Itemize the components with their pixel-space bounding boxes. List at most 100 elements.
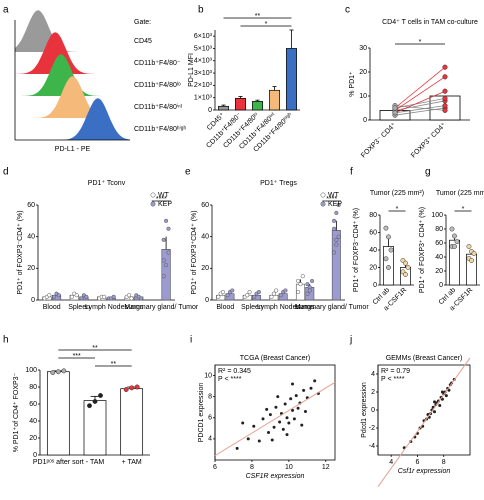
y-tick-label: 0 xyxy=(208,107,212,114)
data-point xyxy=(296,406,300,410)
x-tick-label: Lymph Nodes xyxy=(85,304,128,311)
fit-line xyxy=(377,357,471,488)
chart-title: GEMMs (Breast Cancer) xyxy=(386,355,463,362)
pair-line xyxy=(394,105,446,111)
fit-line xyxy=(214,381,336,457)
y-tick-label: 2×10³ xyxy=(194,82,213,89)
data-point xyxy=(289,397,293,401)
data-point xyxy=(283,288,288,293)
x-tick-label: Lungs xyxy=(296,304,316,311)
y-axis-label: PD1⁺ of FOXP3⁻CD4⁺ (%) xyxy=(353,208,360,292)
data-point xyxy=(386,234,391,240)
data-point xyxy=(74,293,79,298)
x-tick-label: PD1ᵖᵒˢ after sort xyxy=(33,459,84,466)
data-point xyxy=(438,404,442,407)
panel-letter: a xyxy=(3,5,9,16)
data-point xyxy=(331,226,337,231)
data-point xyxy=(92,399,98,404)
data-point xyxy=(433,400,437,404)
x-tick-label: + TAM xyxy=(122,459,142,466)
sig-label: **** xyxy=(156,196,167,203)
data-point xyxy=(307,288,312,293)
panel-letter: h xyxy=(3,335,9,346)
data-point xyxy=(386,265,391,270)
y-tick-label: 1×10³ xyxy=(194,95,213,102)
y-axis-label: PD1⁺ of FOXP3⁺ CD4⁺ (%) xyxy=(419,207,426,293)
chart-title: TCGA (Breast Cancer) xyxy=(240,355,310,362)
data-point xyxy=(246,437,250,441)
x-tick-label: 10 xyxy=(285,464,293,471)
y-tick-label: 20 xyxy=(369,264,377,271)
data-point xyxy=(433,410,437,414)
y-tick-label: 0 xyxy=(363,117,367,124)
y-tick-label: 20 xyxy=(29,435,37,442)
data-point xyxy=(127,293,132,298)
data-point xyxy=(336,202,341,208)
y-tick-label: 5×10³ xyxy=(194,45,213,52)
sig-label: * xyxy=(396,206,399,213)
y-tick-label: 60 xyxy=(201,202,209,209)
y-tick-label: 40 xyxy=(201,234,209,241)
chart-title: Tumor (225 mm²) xyxy=(436,190,484,197)
sig-label: * xyxy=(462,206,465,213)
legend-marker xyxy=(320,192,326,198)
data-point xyxy=(256,290,261,295)
sig-label: ** xyxy=(111,361,117,368)
data-point xyxy=(388,247,394,253)
y-axis-label: PD1⁺ of FOXP3⁻CD4⁺ (%) xyxy=(17,210,24,294)
histogram xyxy=(15,32,130,74)
y-tick-label: 0 xyxy=(439,282,443,289)
data-point xyxy=(403,260,408,266)
data-point xyxy=(261,417,265,421)
y-axis-label: % PD1⁺ xyxy=(349,71,356,97)
data-point xyxy=(252,294,257,299)
data-point xyxy=(334,242,339,247)
pair-line xyxy=(394,66,446,109)
data-point xyxy=(268,413,272,417)
y-tick-label: 3×10³ xyxy=(194,70,213,77)
stat-label: P < **** xyxy=(381,376,405,383)
bar xyxy=(218,105,229,111)
data-point xyxy=(440,390,444,394)
data-point xyxy=(241,421,245,425)
data-point xyxy=(166,250,171,255)
data-point xyxy=(336,234,341,239)
data-point xyxy=(305,291,310,296)
data-point xyxy=(313,379,317,383)
panel-letter: c xyxy=(345,5,350,16)
x-tick-label: - TAM xyxy=(86,459,105,466)
chart-title: Tumor (225 mm²) xyxy=(370,190,424,197)
data-point xyxy=(442,64,448,70)
y-tick-label: 80 xyxy=(369,212,377,219)
y-tick-label: 60 xyxy=(369,229,377,236)
data-point xyxy=(281,427,285,431)
x-tick-label: Blood xyxy=(216,304,234,311)
data-point xyxy=(274,405,278,409)
data-point xyxy=(47,293,52,298)
data-point xyxy=(452,244,457,249)
data-point xyxy=(403,272,408,277)
legend-marker xyxy=(320,201,326,207)
legend-title: Gate: xyxy=(134,19,151,26)
data-point xyxy=(102,294,107,299)
data-point xyxy=(334,237,339,242)
y-tick-label: 20 xyxy=(359,69,367,76)
y-tick-label: 40 xyxy=(29,418,37,425)
stat-label: R² = 0.345 xyxy=(218,368,251,375)
x-tick-label: 6 xyxy=(213,464,217,471)
data-point xyxy=(230,288,235,293)
data-point xyxy=(392,105,398,111)
data-point xyxy=(444,394,448,398)
data-point xyxy=(52,294,57,299)
y-tick-label: 30 xyxy=(359,45,367,52)
y-tick-label: 4×10³ xyxy=(194,58,213,65)
data-point xyxy=(269,294,274,299)
data-point xyxy=(334,210,339,215)
data-point xyxy=(442,95,448,101)
data-point xyxy=(298,282,303,287)
sig-label: * xyxy=(265,21,268,28)
y-tick-label: 0 xyxy=(371,407,375,414)
panel-letter: d xyxy=(3,167,9,178)
data-point xyxy=(276,395,280,399)
data-point xyxy=(283,402,287,406)
